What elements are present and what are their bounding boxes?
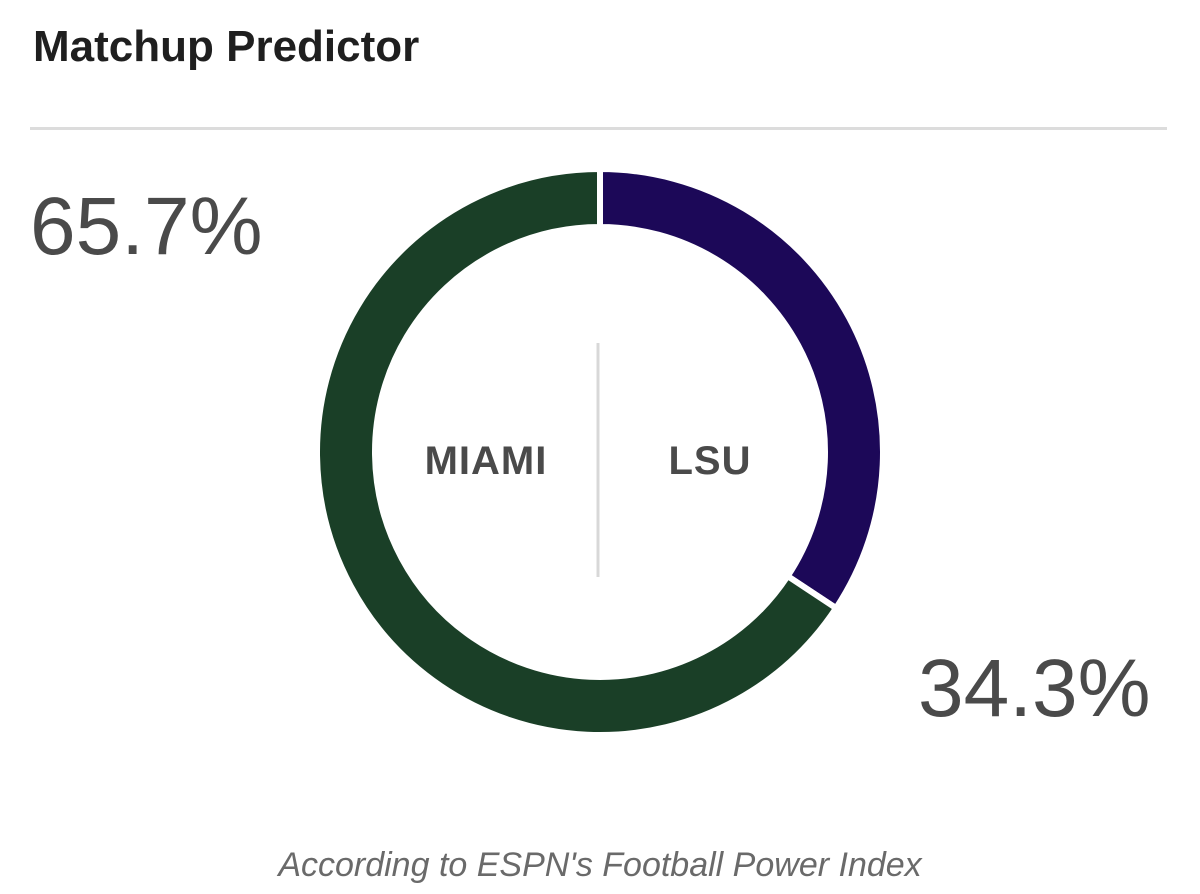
miami-percentage: 65.7%	[30, 181, 263, 272]
donut-slices	[314, 165, 886, 738]
team-label-lsu: LSU	[669, 439, 752, 483]
source-footnote: According to ESPN's Football Power Index	[278, 846, 922, 884]
donut-slice-lsu	[597, 165, 886, 613]
header-divider	[30, 127, 1167, 130]
donut-slice-miami	[314, 165, 841, 738]
team-label-miami: MIAMI	[425, 439, 548, 483]
lsu-percentage: 34.3%	[918, 643, 1151, 734]
page-title: Matchup Predictor	[33, 22, 420, 71]
